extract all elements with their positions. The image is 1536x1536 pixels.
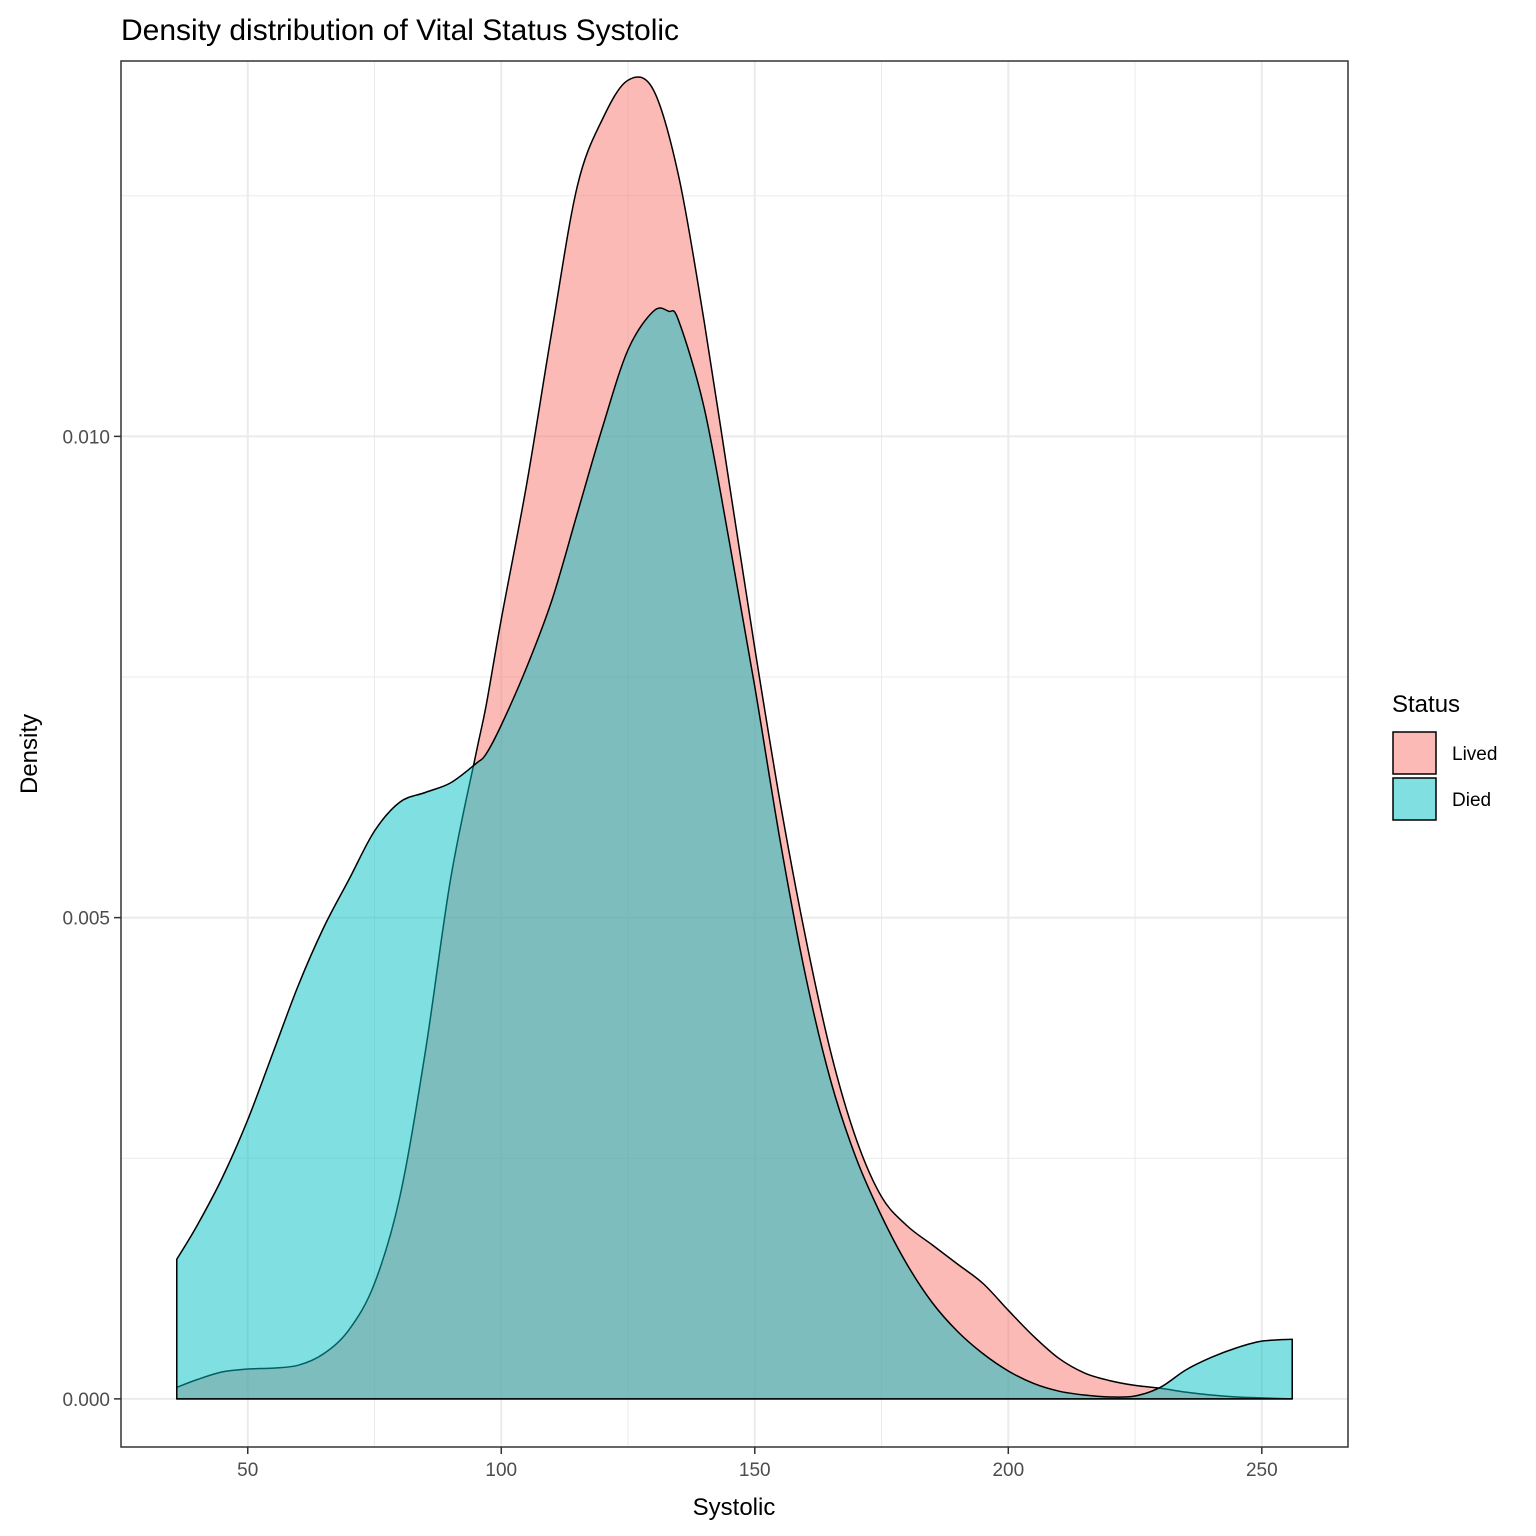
legend: Status Lived Died bbox=[1392, 691, 1497, 821]
chart-title: Density distribution of Vital Status Sys… bbox=[121, 14, 679, 47]
x-tick-label: 200 bbox=[992, 1460, 1024, 1481]
legend-items: Lived Died bbox=[1392, 731, 1497, 821]
y-tick-label: 0.005 bbox=[62, 909, 110, 930]
plot-panel-border bbox=[120, 60, 1349, 1448]
density-area-died bbox=[176, 307, 1293, 1400]
legend-label-lived: Lived bbox=[1452, 744, 1497, 765]
legend-swatch-died bbox=[1392, 777, 1437, 821]
x-tick-label: 50 bbox=[237, 1460, 258, 1481]
x-tick-label: 100 bbox=[485, 1460, 517, 1481]
y-tick-label: 0.000 bbox=[62, 1390, 110, 1411]
y-tick-label: 0.010 bbox=[62, 427, 110, 448]
x-axis-title: Systolic bbox=[693, 1494, 776, 1521]
legend-title: Status bbox=[1392, 691, 1460, 718]
axis-ticks: 50 100 150 200 250 0.000 0.005 0.010 bbox=[62, 427, 1277, 1481]
x-tick-label: 250 bbox=[1246, 1460, 1278, 1481]
x-tick-label: 150 bbox=[739, 1460, 771, 1481]
legend-label-died: Died bbox=[1452, 790, 1491, 811]
density-areas bbox=[176, 76, 1293, 1400]
legend-swatch-lived bbox=[1392, 731, 1437, 775]
y-axis-title: Density bbox=[16, 714, 43, 794]
